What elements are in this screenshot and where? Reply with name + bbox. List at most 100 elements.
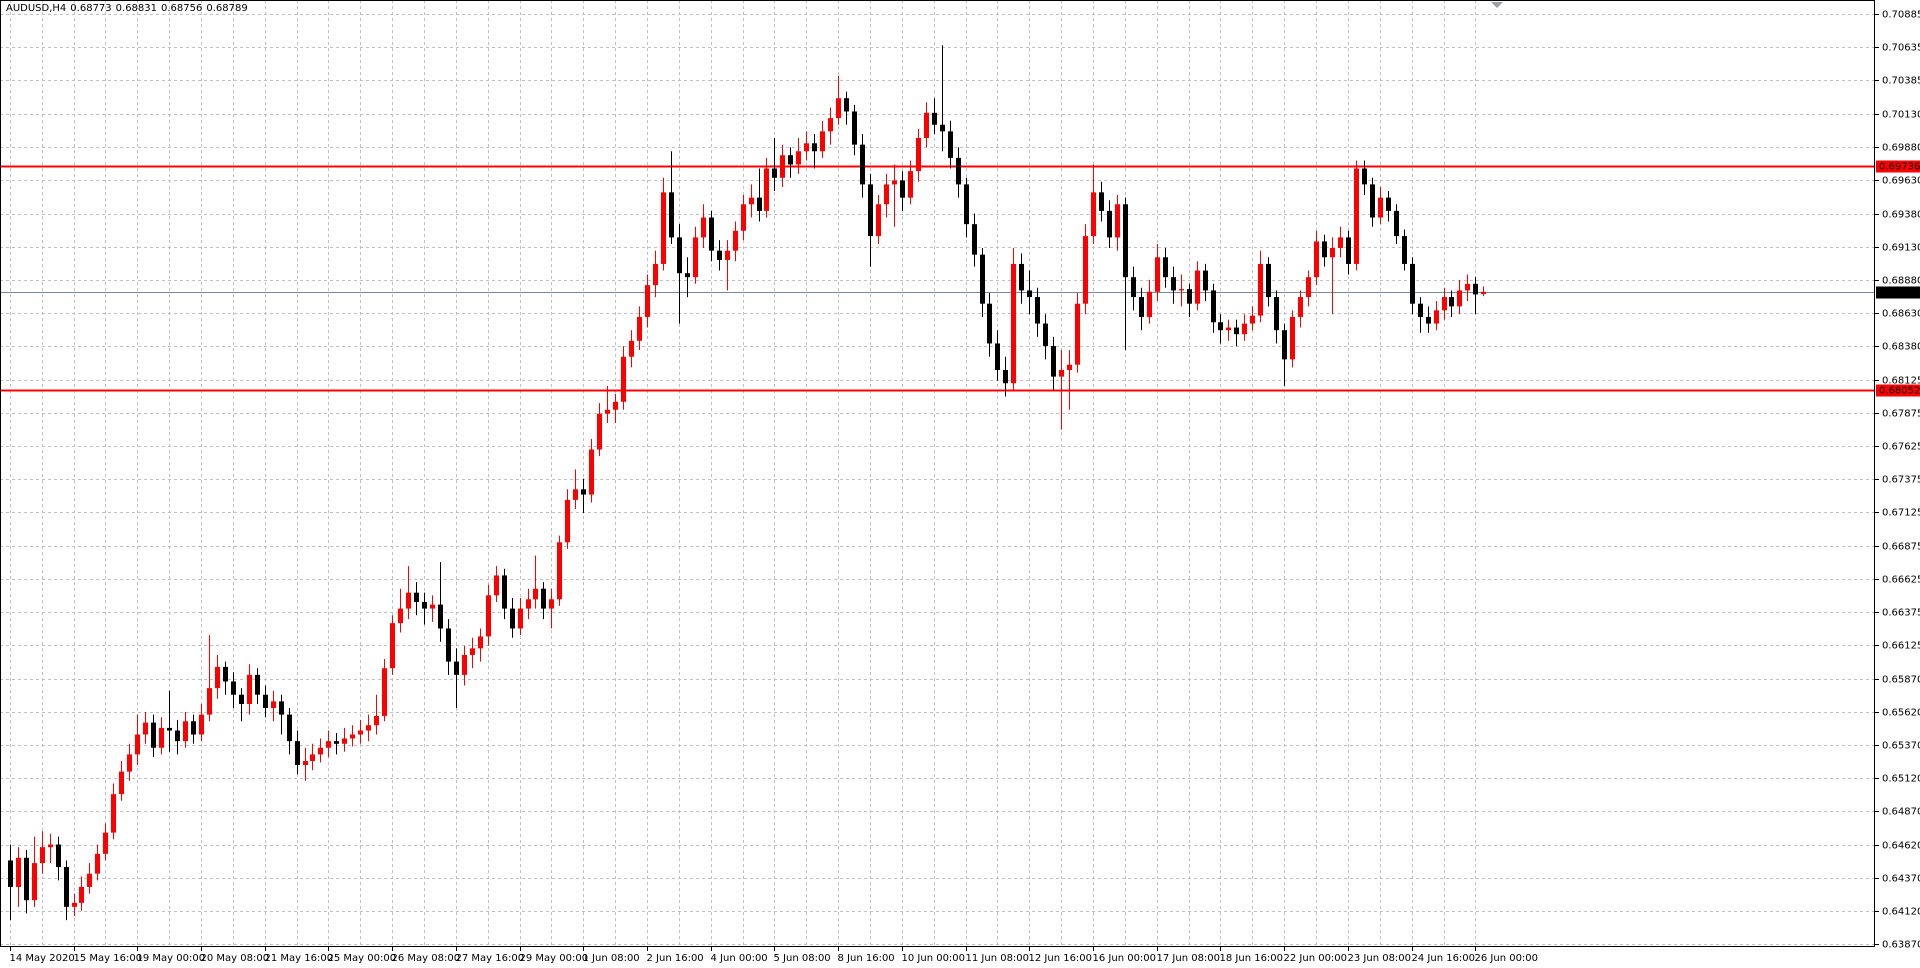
candle-body	[1179, 289, 1184, 291]
x-tick-label: 21 May 16:00	[265, 953, 334, 964]
candle-body	[980, 254, 985, 304]
candle-body	[1218, 322, 1223, 331]
level-label: 0.69736	[1879, 162, 1920, 173]
candle-body	[263, 694, 268, 708]
candle-body	[350, 734, 355, 739]
candle-body	[127, 754, 132, 772]
candle-body	[876, 204, 881, 237]
candle-body	[1290, 316, 1295, 360]
candle-body	[1226, 327, 1231, 331]
candle-body	[669, 192, 674, 238]
candle-body	[677, 237, 682, 274]
candle-body	[1027, 290, 1032, 298]
candle-body	[565, 499, 570, 543]
y-tick-label: 0.64370	[1882, 874, 1920, 885]
candle-body	[1481, 291, 1486, 295]
candle-body	[1043, 323, 1048, 347]
candle-body	[661, 192, 666, 264]
candle-body	[1258, 263, 1263, 316]
candle-body	[1147, 291, 1152, 317]
candle-body	[303, 761, 308, 765]
candle-body	[908, 171, 913, 198]
y-tick-label: 0.67875	[1882, 409, 1920, 420]
candle-body	[1003, 369, 1008, 384]
candle-body	[709, 217, 714, 251]
candle-body	[1362, 168, 1367, 185]
y-tick-label: 0.69630	[1882, 176, 1920, 187]
candle-body	[518, 608, 523, 629]
last-close: 0.68789	[206, 3, 248, 14]
candle-body	[1378, 197, 1383, 218]
candle-body	[414, 592, 419, 602]
x-tick-label: 17 Jun 08:00	[1157, 953, 1221, 964]
candle-body	[557, 542, 562, 600]
candle-body	[1155, 257, 1160, 292]
candle-body	[1473, 283, 1478, 295]
candle-body	[637, 316, 642, 341]
y-tick-label: 0.66375	[1882, 608, 1920, 619]
candle-body	[1211, 290, 1216, 323]
candle-body	[828, 118, 833, 132]
candle-body	[510, 608, 515, 629]
y-tick-label: 0.67375	[1882, 475, 1920, 486]
candle-body	[701, 217, 706, 238]
candle-body	[1075, 303, 1080, 365]
candle-body	[757, 197, 762, 211]
candle-body	[167, 727, 172, 731]
candle-body	[247, 674, 252, 705]
candle-body	[446, 628, 451, 662]
plot-frame	[0, 0, 1875, 947]
x-tick-label: 26 May 08:00	[392, 953, 461, 964]
candle-body	[470, 648, 475, 655]
candle-body	[1131, 277, 1136, 298]
y-tick-label: 0.66875	[1882, 542, 1920, 553]
candle-body	[1386, 197, 1391, 211]
candle-body	[964, 184, 969, 225]
candle-body	[1083, 236, 1088, 304]
candle-body	[32, 863, 37, 901]
candle-body	[645, 285, 650, 317]
candle-body	[605, 409, 610, 414]
candle-body	[1354, 168, 1359, 264]
candle-body	[183, 721, 188, 742]
candle-body	[836, 98, 841, 119]
candle-body	[1187, 289, 1192, 304]
candle-body	[812, 143, 817, 152]
candle-body	[366, 725, 371, 731]
candle-body	[1250, 315, 1255, 324]
candle-body	[860, 144, 865, 185]
candle-body	[1338, 237, 1343, 249]
candle-body	[1370, 184, 1375, 218]
candle-body	[1434, 310, 1439, 324]
candle-body	[621, 356, 626, 402]
candle-body	[24, 857, 29, 901]
candle-body	[462, 654, 467, 675]
candle-body	[1195, 270, 1200, 304]
candle-body	[804, 143, 809, 152]
candle-body	[685, 273, 690, 278]
candle-body	[398, 608, 403, 624]
candle-body	[892, 180, 897, 185]
x-tick-label: 14 May 2020	[10, 953, 75, 964]
candle-body	[422, 601, 427, 609]
candle-body	[430, 604, 435, 609]
x-tick-label: 20 May 08:00	[201, 953, 270, 964]
candle-body	[796, 151, 801, 165]
candle-body	[56, 844, 61, 868]
candle-body	[733, 230, 738, 251]
y-tick-label: 0.70385	[1882, 76, 1920, 87]
candle-body	[868, 184, 873, 237]
candle-body	[223, 666, 228, 682]
y-tick-label: 0.65370	[1882, 741, 1920, 752]
candle-body	[884, 184, 889, 205]
candle-body	[1139, 297, 1144, 317]
candle-body	[1091, 192, 1096, 237]
candle-body	[374, 715, 379, 726]
y-tick-label: 0.69380	[1882, 210, 1920, 221]
candle-body	[502, 575, 507, 609]
y-tick-label: 0.64620	[1882, 841, 1920, 852]
candle-body	[1266, 263, 1271, 298]
last-low: 0.68756	[161, 3, 203, 14]
